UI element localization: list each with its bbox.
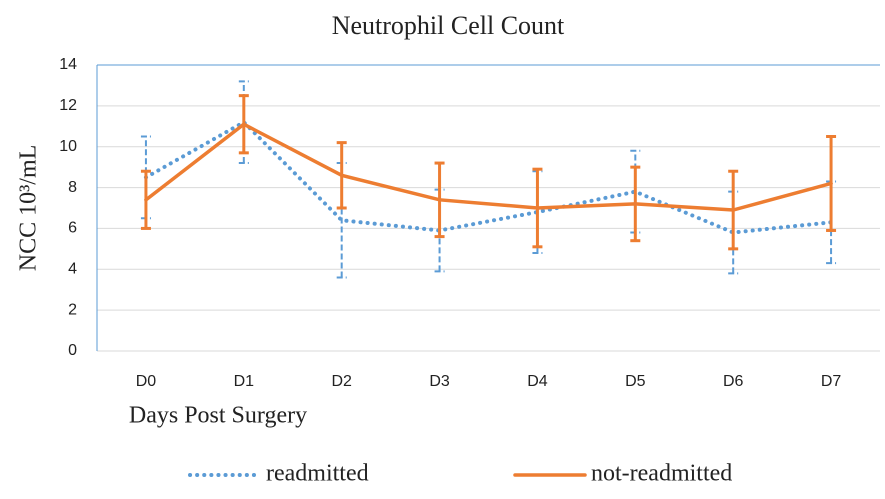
- x-tick-label: D7: [821, 373, 842, 390]
- y-tick-label: 4: [68, 261, 77, 278]
- y-tick-label: 10: [59, 138, 77, 155]
- y-tick-label: 8: [68, 179, 77, 196]
- legend-label: readmitted: [266, 461, 369, 487]
- y-tick-label: 0: [68, 342, 77, 359]
- y-tick-label: 2: [68, 301, 77, 318]
- y-tick-label: 12: [59, 97, 77, 114]
- x-tick-label: D1: [234, 373, 255, 390]
- series-line: [143, 119, 834, 235]
- x-axis-label: Days Post Surgery: [129, 403, 307, 429]
- x-tick-label: D4: [527, 373, 548, 390]
- chart-title: Neutrophil Cell Count: [332, 11, 565, 40]
- legend-label: not-readmitted: [591, 461, 732, 487]
- x-tick-label: D5: [625, 373, 646, 390]
- x-tick-label: D6: [723, 373, 744, 390]
- series-line: [144, 122, 833, 212]
- x-tick-label: D0: [136, 373, 157, 390]
- y-tick-label: 14: [59, 56, 77, 73]
- x-tick-label: D2: [331, 373, 352, 390]
- y-tick-label: 6: [68, 220, 77, 237]
- x-tick-label: D3: [429, 373, 450, 390]
- y-axis-label: NCC 10³/mL: [16, 145, 42, 272]
